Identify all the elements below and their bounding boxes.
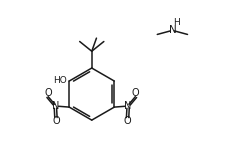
Text: HO: HO — [53, 76, 67, 85]
Text: N: N — [169, 25, 176, 35]
Text: O: O — [44, 88, 52, 98]
Text: O: O — [132, 88, 139, 98]
Text: N: N — [124, 101, 131, 111]
Text: H: H — [173, 18, 180, 27]
Text: O: O — [124, 116, 132, 126]
Text: O: O — [52, 116, 60, 126]
Text: N: N — [52, 101, 60, 111]
